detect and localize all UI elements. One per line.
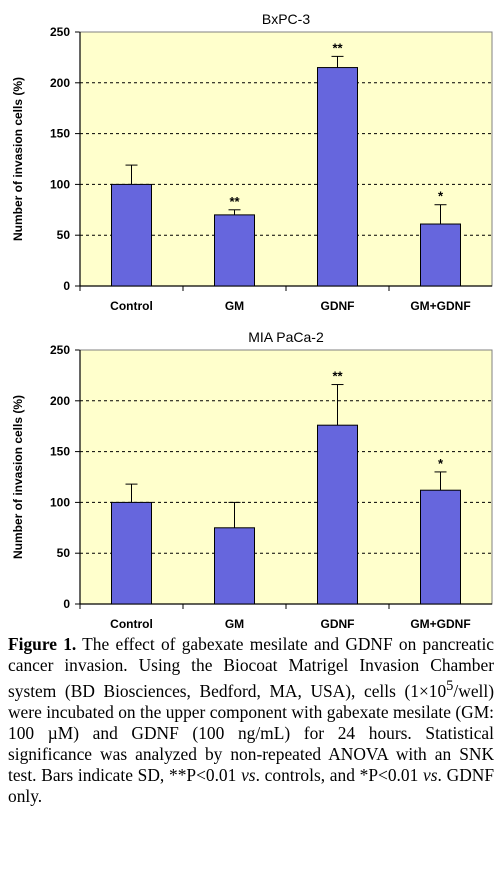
caption-label: Figure 1. xyxy=(8,634,77,654)
bar-gm xyxy=(214,527,255,605)
bar-control xyxy=(111,501,152,605)
caption-text-3: . controls, and *P<0.01 xyxy=(255,764,424,785)
y-tick-label: 200 xyxy=(50,394,70,408)
caption-text-2: /well) were incubated on the upper compo… xyxy=(8,680,494,785)
y-tick-label: 150 xyxy=(50,445,70,459)
bar-gm-gdnf xyxy=(420,223,461,287)
y-tick-label: 200 xyxy=(50,76,70,90)
x-tick-label: GM+GDNF xyxy=(410,617,470,631)
y-axis-label: Number of invasion cells (%) xyxy=(11,395,25,559)
bar-gm-gdnf xyxy=(420,489,461,605)
y-tick-label: 0 xyxy=(63,597,70,611)
y-tick-label: 250 xyxy=(50,343,70,357)
bar-gm xyxy=(214,214,255,287)
x-tick-label: GM+GDNF xyxy=(410,299,470,313)
chart-title: BxPC-3 xyxy=(262,11,310,27)
caption-text-1: The effect of gabexate mesilate and GDNF… xyxy=(8,634,494,701)
caption-text-4: . GDNF only. xyxy=(8,764,494,806)
chart-title: MIA PaCa-2 xyxy=(248,329,324,345)
bxpc3-chart: BxPC-3 Number of invasion cells (%) 0 50 100… xyxy=(11,11,493,313)
bar-gdnf xyxy=(317,67,358,287)
x-tick-label: GM xyxy=(225,617,244,631)
y-tick-label: 50 xyxy=(57,228,71,242)
mia-paca2-chart: MIA PaCa-2 Number of invasion cells (%) 0 5… xyxy=(11,329,493,631)
caption-superscript: 5 xyxy=(446,678,454,694)
significance-marker: ** xyxy=(229,194,240,209)
x-tick-label: GM xyxy=(225,299,244,313)
x-tick-label: GDNF xyxy=(321,299,355,313)
bar-control xyxy=(111,183,152,287)
significance-marker: * xyxy=(438,456,444,471)
significance-marker: * xyxy=(438,189,444,204)
significance-marker: ** xyxy=(332,369,343,384)
x-tick-label: Control xyxy=(110,617,153,631)
significance-marker: ** xyxy=(332,40,343,55)
x-tick-label: GDNF xyxy=(321,617,355,631)
y-tick-label: 100 xyxy=(50,177,70,191)
y-axis-label: Number of invasion cells (%) xyxy=(11,77,25,241)
caption-vs-2: vs xyxy=(423,764,438,785)
y-tick-label: 100 xyxy=(50,495,70,509)
bar-gdnf xyxy=(317,424,358,605)
figure-caption: Figure 1. The effect of gabexate mesilat… xyxy=(8,634,494,807)
x-tick-label: Control xyxy=(110,299,153,313)
y-tick-label: 0 xyxy=(63,279,70,293)
y-tick-label: 150 xyxy=(50,127,70,141)
y-tick-label: 50 xyxy=(57,546,71,560)
caption-vs-1: vs xyxy=(241,764,256,785)
y-tick-label: 250 xyxy=(50,25,70,39)
